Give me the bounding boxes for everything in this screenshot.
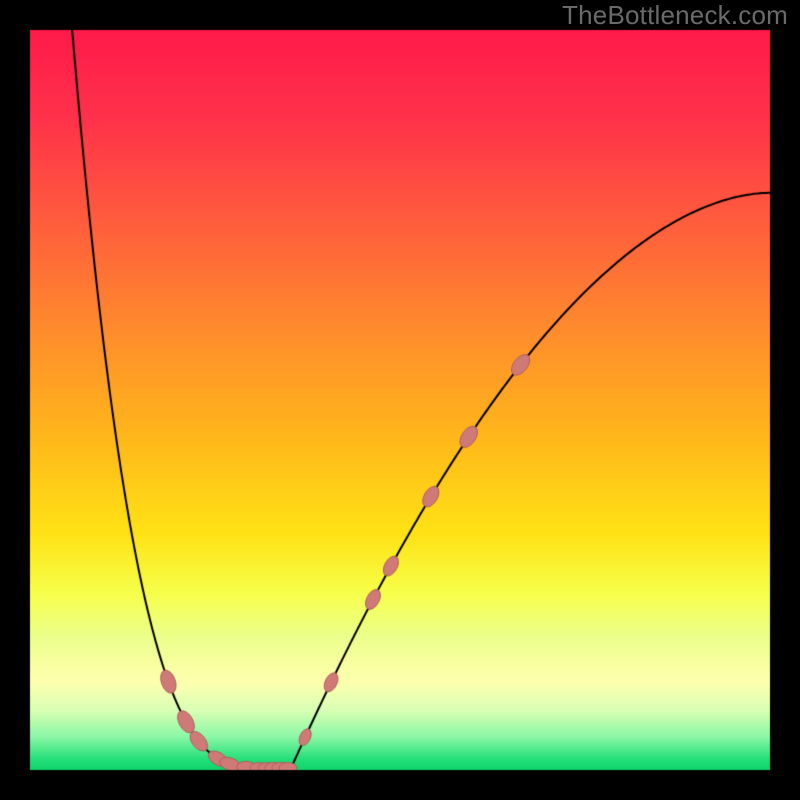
chart-stage: TheBottleneck.com (0, 0, 800, 800)
bottleneck-curve-chart (0, 0, 800, 800)
